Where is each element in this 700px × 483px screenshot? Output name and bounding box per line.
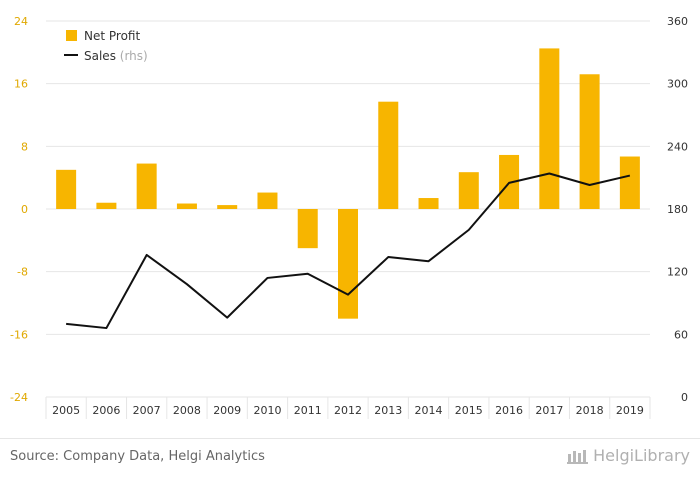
sales-line xyxy=(66,172,631,330)
bar-net-profit-2010 xyxy=(257,192,278,209)
bar-net-profit-2017 xyxy=(539,48,560,209)
right-tick-label: 300 xyxy=(667,78,688,91)
legend-sales-rhs: (rhs) xyxy=(120,49,148,63)
x-tick-label: 2018 xyxy=(576,404,604,417)
left-axis-ticks: 24 16 8 0 -8 -16 -24 xyxy=(10,15,28,404)
x-tick-label: 2005 xyxy=(52,404,80,417)
helgi-library-icon xyxy=(567,449,589,464)
x-tick-label: 2006 xyxy=(92,404,120,417)
bar-net-profit-2013 xyxy=(378,101,399,209)
legend-sales-label: Sales (rhs) xyxy=(84,49,148,63)
x-tick-label: 2013 xyxy=(374,404,402,417)
x-tick-label: 2009 xyxy=(213,404,241,417)
right-tick-label: 360 xyxy=(667,15,688,28)
legend: Net Profit Sales (rhs) xyxy=(64,29,148,63)
left-tick-label: 0 xyxy=(21,203,28,216)
left-tick-label: -8 xyxy=(17,266,28,279)
x-tick-label: 2011 xyxy=(294,404,322,417)
x-tick-label: 2015 xyxy=(455,404,483,417)
left-tick-label: -24 xyxy=(10,391,28,404)
bar-net-profit-2007 xyxy=(136,163,157,209)
x-tick-label: 2014 xyxy=(415,404,443,417)
logo: HelgiLibrary xyxy=(567,446,690,465)
bar-net-profit-2015 xyxy=(458,172,479,209)
bar-net-profit-2014 xyxy=(418,198,439,209)
legend-net-profit-swatch xyxy=(66,30,77,41)
bar-net-profit-2019 xyxy=(619,156,640,209)
right-tick-label: 240 xyxy=(667,140,688,153)
source-note: Source: Company Data, Helgi Analytics xyxy=(10,449,265,464)
bar-net-profit-2018 xyxy=(579,74,600,210)
left-tick-label: 16 xyxy=(14,78,28,91)
x-tick-label: 2008 xyxy=(173,404,201,417)
bar-net-profit-2012 xyxy=(338,209,358,319)
bar-net-profit-2008 xyxy=(176,203,197,209)
bars xyxy=(56,48,640,319)
sales-line-group xyxy=(66,172,631,330)
left-tick-label: 8 xyxy=(21,140,28,153)
x-axis-ticks: 2005 2006 2007 2008 2009 2010 2011 2012 2013 2014… xyxy=(52,404,644,417)
x-tick-label: 2016 xyxy=(495,404,523,417)
x-tick-label: 2012 xyxy=(334,404,362,417)
legend-net-profit-label: Net Profit xyxy=(84,29,140,43)
legend-sales-name: Sales xyxy=(84,49,116,63)
bar-net-profit-2011 xyxy=(297,209,318,249)
bar-net-profit-2006 xyxy=(96,202,117,209)
right-axis-ticks: 360 300 240 180 120 60 0 xyxy=(667,15,688,404)
left-tick-label: -16 xyxy=(10,328,28,341)
logo-text: HelgiLibrary xyxy=(593,446,690,465)
footer-divider xyxy=(0,438,700,439)
x-tick-label: 2017 xyxy=(535,404,563,417)
x-tick-label: 2010 xyxy=(253,404,281,417)
bar-net-profit-2009 xyxy=(217,205,238,209)
x-tick-label: 2019 xyxy=(616,404,644,417)
right-tick-label: 180 xyxy=(667,203,688,216)
right-tick-label: 120 xyxy=(667,266,688,279)
right-tick-label: 60 xyxy=(674,328,688,341)
x-tick-label: 2007 xyxy=(133,404,161,417)
left-tick-label: 24 xyxy=(14,15,28,28)
bar-net-profit-2005 xyxy=(56,169,77,209)
right-tick-label: 0 xyxy=(681,391,688,404)
